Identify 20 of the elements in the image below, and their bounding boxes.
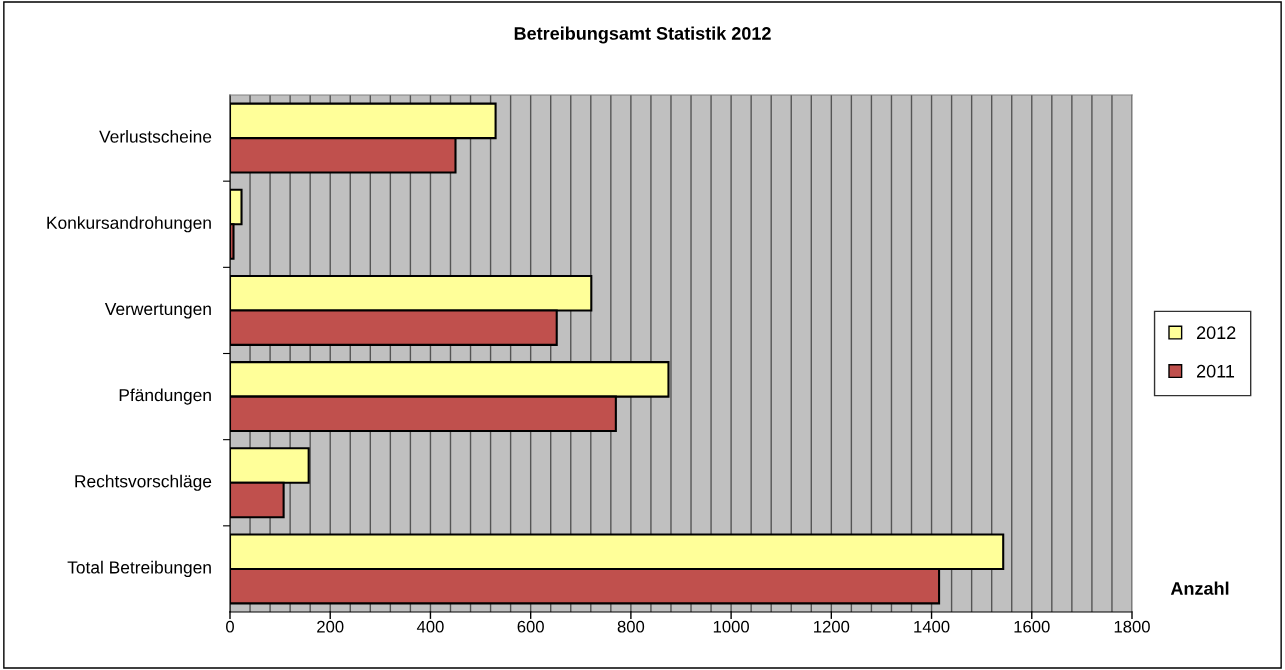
x-tick-label: 600 — [517, 620, 544, 633]
legend-label: 2011 — [1196, 364, 1235, 378]
x-tick-label: 200 — [317, 620, 344, 633]
x-tick-label: 800 — [617, 620, 645, 633]
x-tick-label: 0 — [226, 620, 234, 633]
x-tick-label: 1800 — [1114, 620, 1150, 633]
y-tick-label: Total Betreibungen — [67, 560, 211, 578]
legend-label: 2012 — [1196, 326, 1236, 340]
x-tick-label: 1600 — [1014, 620, 1050, 633]
x-axis-title: Anzahl — [1170, 581, 1229, 595]
y-tick-label: Konkursandrohungen — [47, 216, 211, 233]
y-tick-label: Verwertungen — [104, 302, 211, 319]
x-tick-label: 1200 — [814, 620, 850, 633]
y-tick-label: Verlustscheine — [99, 129, 212, 143]
x-tick-label: 400 — [416, 620, 444, 633]
x-tick-label: 1400 — [914, 620, 950, 633]
y-tick-label: Pfändungen — [119, 388, 211, 405]
y-tick-label: Rechtsvorschläge — [75, 474, 212, 491]
chart-title: Betreibungsamt Statistik 2012 — [514, 26, 771, 44]
x-tick-label: 1000 — [713, 620, 749, 633]
